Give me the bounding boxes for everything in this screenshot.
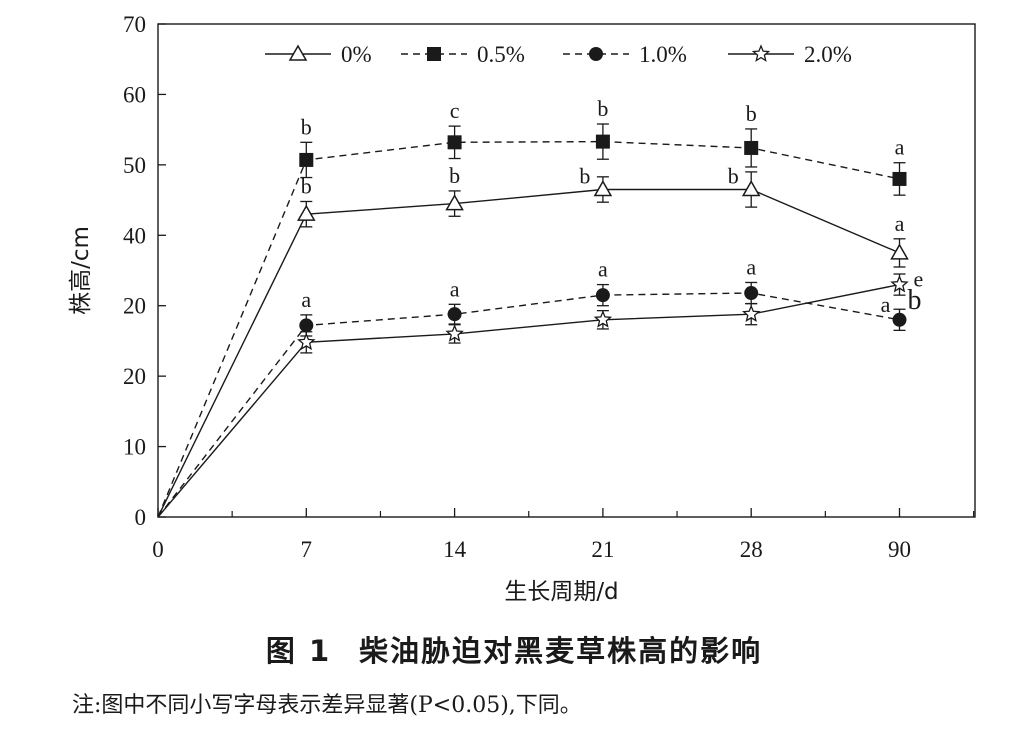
data-point: [892, 171, 907, 186]
y-tick-label: 20: [123, 294, 146, 319]
data-point: [447, 135, 462, 150]
significance-letter: a: [895, 135, 905, 160]
significance-letter: b: [728, 164, 739, 189]
significance-letter: b: [301, 173, 312, 198]
data-point: [299, 152, 314, 167]
figure-caption: 图 1 柴油胁迫对黑麦草株高的影响: [0, 628, 1028, 670]
y-tick-label: 40: [123, 223, 146, 248]
data-point: [593, 179, 613, 197]
legend-marker: [751, 44, 771, 62]
series-line: [157, 140, 900, 518]
data-point: [595, 288, 610, 303]
data-point: [892, 312, 907, 327]
legend-label: 2.0%: [804, 42, 852, 67]
data-point: [297, 332, 316, 351]
x-axis-label: 生长周期/d: [504, 579, 618, 605]
data-point: [297, 204, 316, 221]
significance-letter: c: [450, 98, 460, 123]
legend-label: 1.0%: [639, 42, 687, 67]
significance-letter: e: [914, 267, 924, 292]
significance-letter: b: [301, 114, 312, 139]
data-point: [445, 324, 464, 342]
data-point: [744, 140, 759, 155]
x-tick-label: 0: [152, 537, 164, 562]
legend-marker: [427, 47, 441, 61]
x-tick-label: 7: [301, 537, 313, 562]
figure-note: 注:图中不同小写字母表示差异显著(P<0.05),下同。: [72, 693, 582, 718]
significance-letter: b: [449, 163, 460, 188]
significance-letter: b: [908, 285, 922, 316]
data-point: [741, 179, 761, 197]
significance-letter: a: [895, 211, 905, 236]
data-point: [741, 304, 761, 322]
series-line: [157, 283, 900, 518]
data-point: [890, 243, 909, 260]
significance-letter: a: [598, 257, 608, 282]
data-point: [445, 194, 464, 211]
legend-marker: [288, 44, 308, 61]
legend-label: 0.5%: [477, 42, 525, 67]
line-chart: 0 10 20 20 40 50 60 70 0 7 14 21 28 90 生长周期/d 株高/cm b b b b…: [68, 12, 976, 605]
data-point: [595, 134, 610, 149]
y-tick-label: 10: [123, 435, 146, 460]
significance-letter: b: [597, 96, 608, 121]
significance-letter: a: [301, 287, 311, 312]
legend-label: 0%: [341, 42, 372, 67]
y-axis-label: 株高/cm: [68, 226, 94, 315]
figure-number: 图 1: [265, 634, 332, 668]
data-point: [890, 274, 909, 293]
significance-letter: a: [881, 292, 891, 317]
y-tick-label: 60: [123, 82, 146, 107]
significance-letter: b: [579, 164, 590, 189]
data-point: [299, 318, 314, 333]
significance-letter: a: [450, 276, 460, 301]
x-tick-label: 90: [888, 537, 911, 562]
significance-letter: b: [746, 101, 757, 126]
y-tick-label: 50: [123, 153, 146, 178]
series-line: [157, 292, 900, 518]
y-tick-label: 70: [123, 12, 146, 37]
significance-letter: a: [746, 254, 756, 279]
legend-marker: [589, 47, 603, 61]
figure-title: 柴油胁迫对黑麦草株高的影响: [359, 634, 763, 668]
series-line: [157, 188, 900, 518]
y-tick-label: 0: [135, 505, 147, 530]
plot-frame: [157, 23, 976, 518]
x-tick-label: 28: [740, 537, 763, 562]
data-point: [593, 310, 613, 328]
x-tick-label: 14: [443, 537, 467, 562]
y-tick-label: 20: [123, 364, 146, 389]
data-point: [744, 286, 759, 301]
x-tick-label: 21: [591, 537, 614, 562]
data-point: [447, 307, 462, 322]
